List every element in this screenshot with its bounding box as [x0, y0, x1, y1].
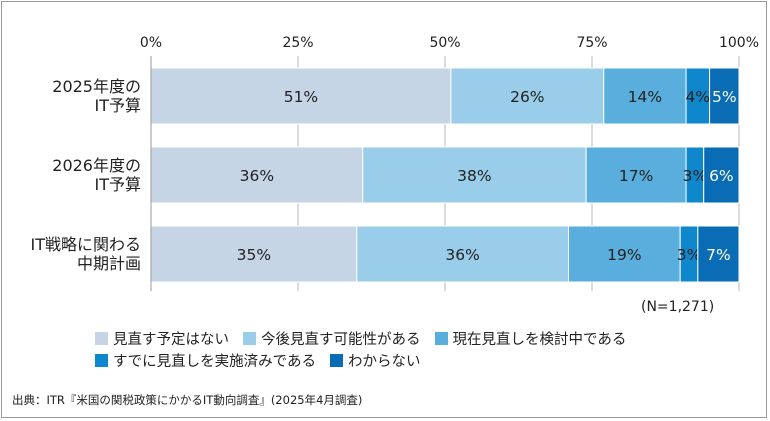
bar-segment	[697, 225, 740, 283]
data-label: 36%	[445, 246, 479, 264]
legend-label: 見直す予定はない	[113, 331, 229, 348]
legend-row: すでに見直しを実施済みである わからない	[95, 349, 735, 371]
category-label: 2025年度の	[52, 77, 141, 96]
data-label: 17%	[619, 167, 653, 185]
legend-label: すでに見直しを実施済みである	[113, 353, 316, 370]
bar-segment	[150, 146, 364, 204]
bar-segment	[603, 67, 687, 125]
bar-segment	[450, 67, 605, 125]
legend-label: 今後見直す可能性がある	[261, 331, 421, 348]
legend-label: わからない	[348, 353, 421, 370]
bar-segment	[703, 146, 740, 204]
x-tick-label: 50%	[429, 35, 460, 51]
category-label: IT戦略に関わる	[31, 235, 142, 254]
x-tick-label: 100%	[719, 35, 759, 51]
category-label: IT予算	[95, 96, 142, 115]
source-text: 出典：ITR『米国の関税政策にかかるIT動向調査』(2025年4月調査)	[12, 393, 363, 407]
legend-swatch	[434, 331, 448, 345]
sample-size-note: (N=1,271)	[641, 299, 715, 315]
legend-swatch	[95, 331, 108, 345]
data-label: 7%	[706, 246, 731, 264]
legend-item: 今後見直す可能性がある	[243, 328, 421, 349]
category-label: IT予算	[95, 175, 142, 194]
category-label: 中期計画	[77, 254, 141, 273]
data-label: 6%	[709, 167, 734, 185]
bar-segment	[709, 67, 740, 125]
data-label: 38%	[457, 167, 491, 185]
data-label: 36%	[240, 167, 274, 185]
data-label: 35%	[237, 246, 271, 264]
legend-item: わからない	[330, 350, 421, 371]
data-label: 3%	[683, 167, 708, 185]
bar-segment	[356, 225, 569, 283]
legend-row: 見直す予定はない 今後見直す可能性がある 現在見直しを検討中である	[95, 327, 735, 349]
legend-item: 現在見直しを検討中である	[434, 328, 627, 349]
legend-item: すでに見直しを実施済みである	[95, 350, 316, 371]
data-label: 19%	[607, 246, 641, 264]
bar-segment	[567, 225, 681, 283]
bar-segment	[150, 225, 358, 283]
category-label: 2026年度の	[52, 156, 141, 175]
bar-segment	[362, 146, 587, 204]
legend-label: 現在見直しを検討中である	[452, 331, 627, 348]
x-tick-label: 75%	[576, 35, 607, 51]
x-tick-label: 0%	[140, 35, 162, 51]
legend-swatch	[330, 353, 343, 367]
data-label: 4%	[686, 88, 711, 106]
legend-item: 見直す予定はない	[95, 328, 229, 349]
x-tick-label: 25%	[282, 35, 313, 51]
data-label: 26%	[510, 88, 544, 106]
data-label: 5%	[712, 88, 737, 106]
legend-swatch	[95, 353, 108, 367]
legend: 見直す予定はない 今後見直す可能性がある 現在見直しを検討中である すでに見直しを実…	[95, 327, 735, 371]
data-label: 51%	[284, 88, 318, 106]
data-label: 3%	[677, 246, 702, 264]
legend-swatch	[243, 331, 256, 345]
data-label: 14%	[628, 88, 662, 106]
bar-segment	[150, 67, 452, 125]
